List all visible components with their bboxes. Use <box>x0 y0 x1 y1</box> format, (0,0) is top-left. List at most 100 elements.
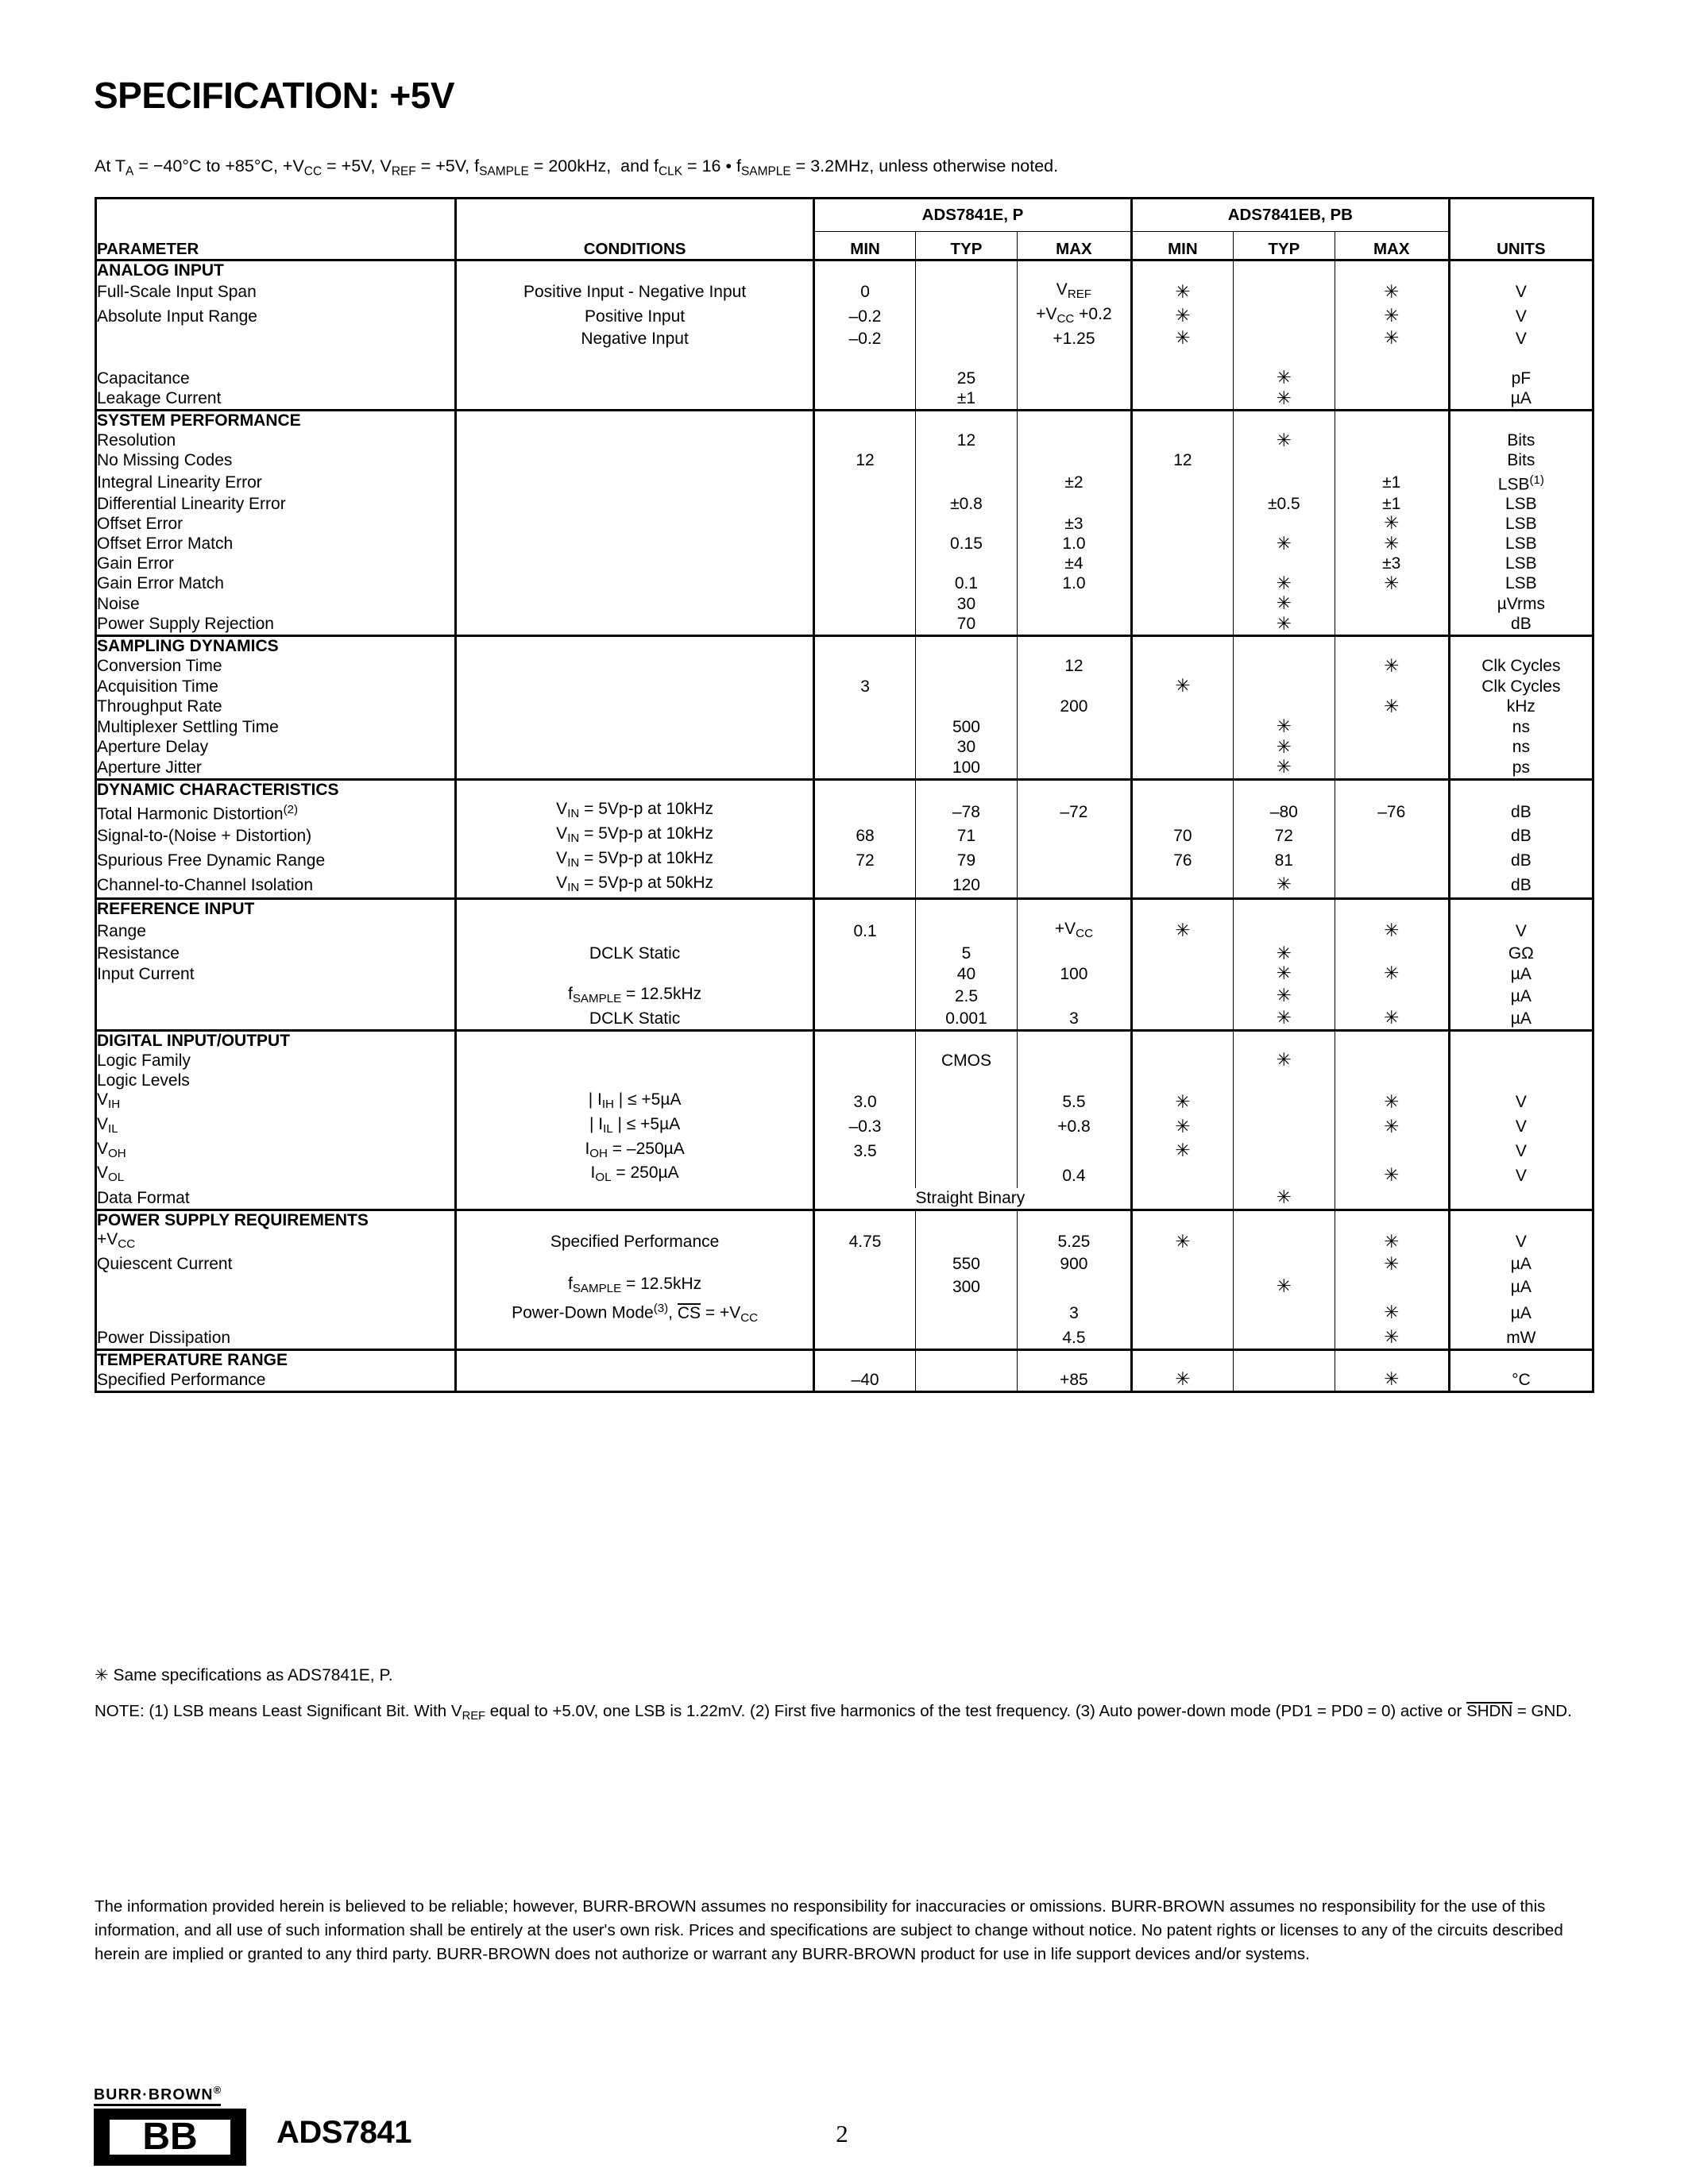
cell-a-typ <box>915 280 1018 305</box>
table-row: Gain Error ±4 ±3 LSB <box>94 554 1595 574</box>
header-parameter-cell <box>94 197 458 232</box>
cell-units <box>1449 1349 1595 1371</box>
cell-b-typ <box>1233 304 1335 330</box>
table-section-row: ANALOG INPUT <box>94 260 1595 280</box>
header-b-max: MAX <box>1335 231 1450 261</box>
cell-units: LSB <box>1449 494 1595 515</box>
table-section-row: TEMPERATURE RANGE <box>94 1349 1595 1371</box>
cell-b-min <box>1131 410 1234 431</box>
cell-parameter: Absolute Input Range <box>94 304 458 330</box>
cell-b-max <box>1335 984 1450 1009</box>
table-row: Offset Error Match 0.15 1.0 ✳ ✳ LSB <box>94 534 1595 555</box>
cell-a-min <box>813 1188 916 1211</box>
cell-a-min <box>813 1299 917 1329</box>
cell-a-min <box>813 779 917 801</box>
cell-a-max: +85 <box>1017 1370 1133 1393</box>
table-row: Throughput Rate 200 ✳ kHz <box>94 696 1595 718</box>
cell-a-max <box>1017 594 1133 615</box>
cell-conditions <box>455 964 816 985</box>
cell-b-min <box>1131 554 1234 574</box>
cell-b-max <box>1335 898 1450 920</box>
cell-b-typ <box>1233 1299 1335 1329</box>
cell-conditions: Power-Down Mode(3), CS = +VCC <box>455 1299 816 1329</box>
cell-conditions <box>455 349 816 369</box>
cell-parameter: Power Dissipation <box>94 1328 458 1351</box>
cell-b-max <box>1335 943 1450 965</box>
cell-b-max: ✳ <box>1335 573 1450 595</box>
cell-b-min <box>1131 1349 1234 1371</box>
cell-b-typ: ✳ <box>1233 1275 1335 1300</box>
cell-conditions: DCLK Static <box>455 1009 816 1032</box>
cell-a-max: ±3 <box>1017 514 1133 534</box>
cell-conditions <box>455 696 816 718</box>
table-row: Differential Linearity Error ±0.8 ±0.5 ±1 LS… <box>94 494 1595 515</box>
cell-b-max: ✳ <box>1335 1230 1450 1255</box>
cell-parameter: Quiescent Current <box>94 1254 458 1275</box>
cell-a-min <box>813 1030 917 1051</box>
cell-a-min <box>813 1254 917 1275</box>
cell-b-min <box>1131 758 1234 781</box>
cell-conditions <box>455 1328 816 1351</box>
cell-a-max <box>1017 758 1133 781</box>
cell-a-typ: 500 <box>915 717 1018 738</box>
table-row: No Missing Codes 12 12 Bits <box>94 451 1595 471</box>
table-row: Noise 30 ✳ µVrms <box>94 594 1595 615</box>
table-row: Power-Down Mode(3), CS = +VCC 3 ✳ µA <box>94 1299 1595 1329</box>
cell-parameter: VIH <box>94 1090 458 1116</box>
cell-b-min: ✳ <box>1131 329 1234 349</box>
cell-a-typ <box>915 656 1018 677</box>
cell-units: GΩ <box>1449 943 1595 965</box>
cell-a-max <box>1017 635 1133 657</box>
cell-b-typ <box>1233 329 1335 349</box>
cell-b-max <box>1335 260 1450 280</box>
cell-b-min <box>1131 260 1234 280</box>
cell-b-min: 70 <box>1131 824 1234 849</box>
cell-conditions <box>455 1051 816 1071</box>
cell-a-max <box>1017 1210 1133 1231</box>
cell-a-min <box>813 534 917 555</box>
header-a-typ: TYP <box>915 231 1018 261</box>
cell-units: V <box>1449 1090 1595 1116</box>
cell-units: dB <box>1449 614 1595 638</box>
page-footer: BURR·BROWN® BB ADS7841 2 <box>87 2085 1597 2166</box>
cell-parameter <box>94 1009 458 1032</box>
header-conditions-cell <box>455 197 816 232</box>
cell-a-min <box>813 717 917 738</box>
cell-b-min: ✳ <box>1131 304 1234 330</box>
table-row: VOH IOH = –250µA 3.5 ✳ V <box>94 1139 1595 1164</box>
cell-a-typ <box>915 1349 1018 1371</box>
cell-a-typ <box>915 470 1018 495</box>
cell-b-typ <box>1233 1071 1335 1091</box>
cell-parameter: Noise <box>94 594 458 615</box>
cell-b-min: ✳ <box>1131 1139 1234 1164</box>
cell-conditions: | IIL | ≤ +5µA <box>455 1115 816 1140</box>
cell-b-max: ✳ <box>1335 1115 1450 1140</box>
cell-units: µA <box>1449 1009 1595 1032</box>
cell-a-min <box>813 1328 917 1351</box>
cell-conditions <box>455 369 816 389</box>
cell-conditions <box>455 1030 816 1051</box>
cell-b-typ: 81 <box>1233 848 1335 874</box>
cell-a-typ: ±0.8 <box>915 494 1018 515</box>
cell-a-min: 0 <box>813 280 917 305</box>
cell-b-typ <box>1233 1370 1335 1393</box>
cell-a-max <box>1017 677 1133 697</box>
cell-parameter: Resolution <box>94 430 458 452</box>
cell-a-min: 4.75 <box>813 1230 917 1255</box>
cell-b-min <box>1131 964 1234 985</box>
cell-a-typ <box>915 696 1018 718</box>
cell-conditions: VIN = 5Vp-p at 10kHz <box>455 848 816 874</box>
cell-conditions <box>455 451 816 471</box>
cell-parameter: Aperture Delay <box>94 737 458 758</box>
cell-a-max: +VCC +0.2 <box>1017 304 1133 330</box>
cell-units: Bits <box>1449 430 1595 452</box>
cell-parameter: Data Format <box>94 1188 458 1211</box>
cell-b-typ <box>1233 656 1335 677</box>
cell-conditions <box>455 1071 816 1091</box>
cell-b-max <box>1335 349 1450 369</box>
cell-conditions <box>455 614 816 638</box>
cell-b-max: ±1 <box>1335 470 1450 495</box>
cell-units: V <box>1449 1115 1595 1140</box>
cell-parameter: +VCC <box>94 1230 458 1255</box>
cell-b-typ: ✳ <box>1233 758 1335 781</box>
